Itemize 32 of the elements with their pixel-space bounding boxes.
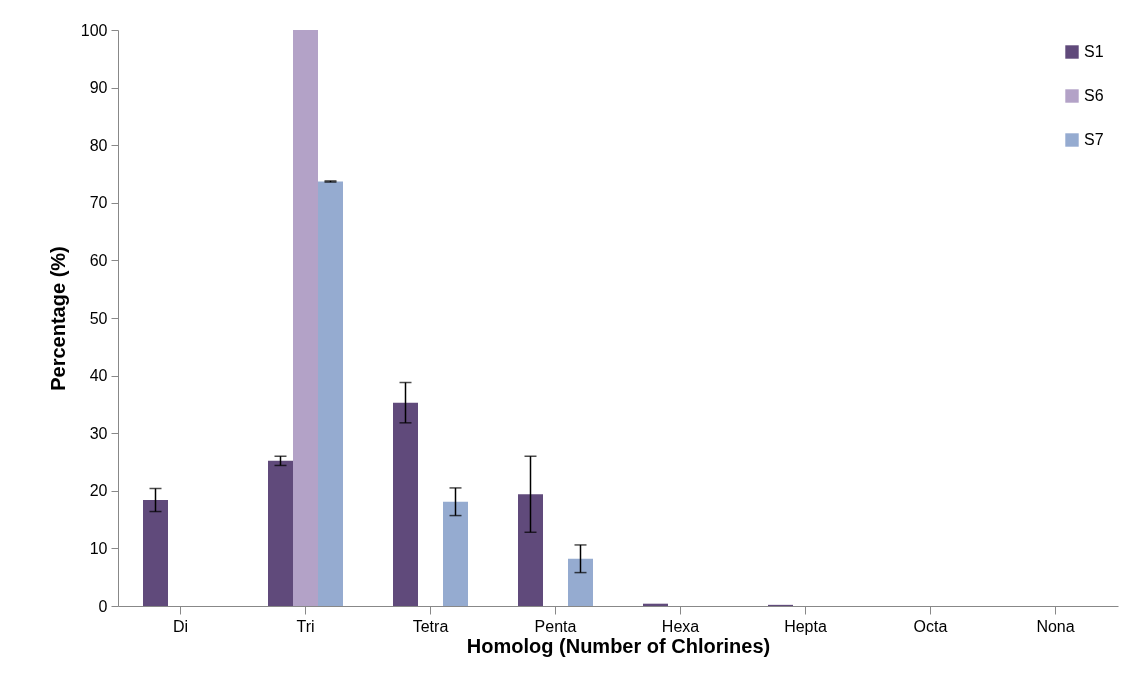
y-tick-label: 40 [89, 367, 108, 385]
legend-label: S6 [1084, 87, 1104, 104]
bar [268, 460, 293, 606]
y-tick-label: 20 [89, 482, 108, 500]
y-tick-label: 60 [89, 251, 108, 269]
x-tick-label: Nona [1036, 617, 1075, 635]
x-tick-label: Octa [913, 617, 948, 635]
legend-label: S7 [1084, 131, 1104, 148]
y-axis-title: Percentage (%) [46, 246, 69, 391]
y-tick-label: 90 [89, 79, 108, 97]
y-tick-label: 10 [89, 539, 108, 557]
bar [143, 500, 168, 606]
x-tick-label: Penta [534, 617, 577, 635]
x-axis-title: Homolog (Number of Chlorines) [466, 634, 771, 657]
bar [318, 181, 343, 606]
x-tick-label: Di [172, 617, 189, 635]
bar [293, 30, 318, 606]
x-tick-label: Hepta [784, 617, 827, 635]
x-tick-label: Tri [296, 617, 315, 635]
bar [568, 558, 593, 606]
y-tick-label: 100 [80, 21, 108, 39]
bar [518, 494, 543, 606]
y-tick-label: 30 [89, 424, 108, 442]
y-tick-label: 0 [98, 597, 108, 615]
x-tick-label: Tetra [412, 617, 449, 635]
y-tick-label: 70 [89, 194, 108, 212]
y-tick-label: 80 [89, 136, 108, 154]
x-tick-label: Hexa [661, 617, 700, 635]
bar [393, 402, 418, 606]
bar [443, 501, 468, 606]
y-tick-label: 50 [89, 309, 108, 327]
legend-label: S1 [1084, 43, 1104, 60]
